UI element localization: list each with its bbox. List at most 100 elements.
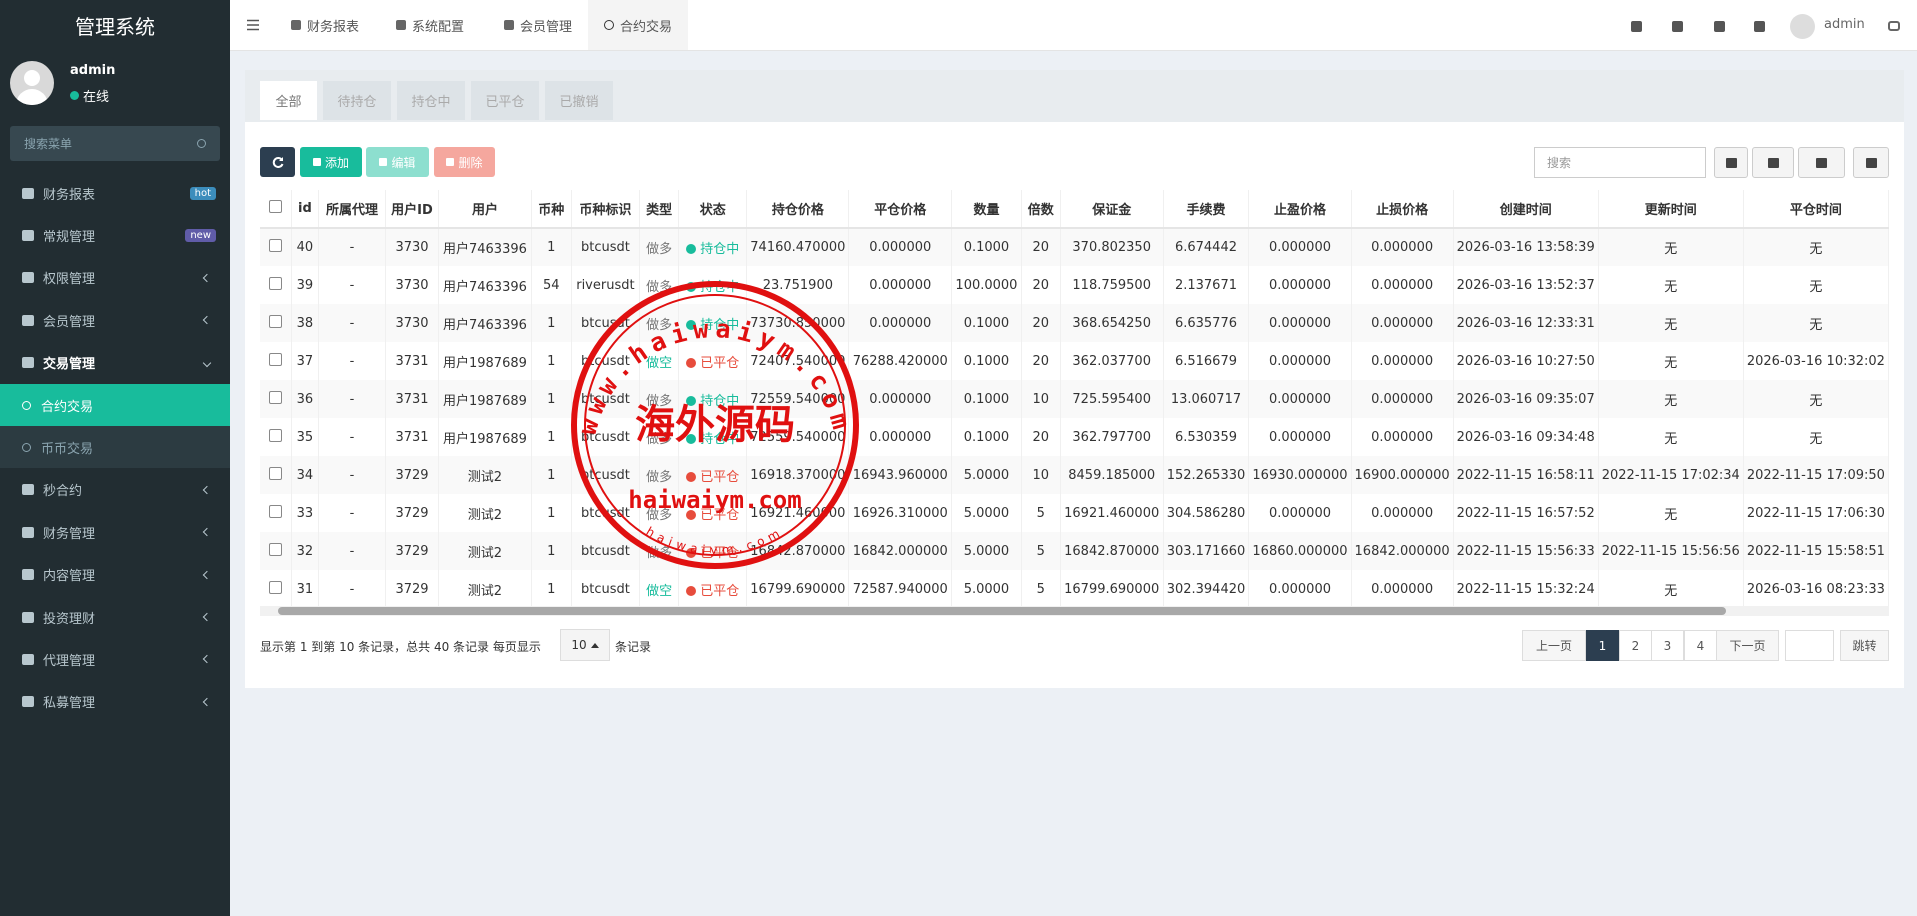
top-icon[interactable] <box>1631 21 1642 32</box>
row-checkbox[interactable] <box>268 428 282 442</box>
menu-item[interactable]: 交易管理 <box>0 342 230 384</box>
tab-label: 财务报表 <box>307 19 360 35</box>
header-cell[interactable]: 用户ID <box>385 190 439 229</box>
checkbox-all[interactable] <box>268 200 282 213</box>
tool-button[interactable] <box>1798 147 1845 178</box>
header-cell[interactable]: 更新时间 <box>1598 190 1744 229</box>
header-cell[interactable]: 止盈价格 <box>1248 190 1352 229</box>
page-number[interactable]: 1 <box>1586 630 1619 661</box>
top-icon[interactable] <box>1672 21 1683 32</box>
cell: 5.0000 <box>951 456 1022 494</box>
tool-button[interactable] <box>1752 147 1794 178</box>
menu-toggle[interactable] <box>247 19 259 31</box>
row-checkbox[interactable] <box>268 314 282 328</box>
menu-item[interactable]: 私募管理 <box>0 681 230 723</box>
page-prev[interactable]: 上一页 <box>1522 630 1586 661</box>
cell: 1 <box>531 494 572 532</box>
top-icon[interactable] <box>1754 21 1765 32</box>
header-cell[interactable]: 手续费 <box>1163 190 1250 229</box>
toolbar-button[interactable]: 添加 <box>300 147 362 177</box>
header-cell[interactable]: 类型 <box>639 190 680 229</box>
menu-item[interactable]: 常规管理 new <box>0 214 230 256</box>
status-dot <box>686 319 697 330</box>
page-number[interactable]: 2 <box>1619 630 1652 661</box>
top-tab[interactable]: 会员管理 <box>488 0 588 50</box>
row-checkbox[interactable] <box>268 580 282 594</box>
row-checkbox[interactable] <box>268 390 282 404</box>
header-cell[interactable]: 数量 <box>951 190 1022 229</box>
filter-tab[interactable]: 全部 <box>260 81 317 120</box>
header-cell[interactable]: 倍数 <box>1021 190 1061 229</box>
submenu-item[interactable]: 币币交易 <box>0 426 230 469</box>
tab-icon <box>604 20 614 30</box>
filter-tab[interactable]: 已平仓 <box>471 81 539 120</box>
menu-item[interactable]: 财务管理 <box>0 511 230 553</box>
submenu-item[interactable]: 合约交易 <box>0 384 230 426</box>
logo[interactable]: 管理系统 <box>75 15 155 39</box>
menu-item[interactable]: 秒合约 <box>0 469 230 511</box>
status-text: 在线 <box>83 90 110 105</box>
row-checkbox[interactable] <box>268 276 282 290</box>
menu-label: 权限管理 <box>43 272 96 288</box>
page-size[interactable]: 10 <box>560 629 610 661</box>
cell: 304.586280 <box>1163 494 1250 532</box>
menu-item[interactable]: 代理管理 <box>0 638 230 680</box>
header-cell[interactable]: 币种标识 <box>571 190 641 229</box>
h-scrollbar[interactable] <box>260 606 1889 616</box>
header-cell[interactable]: 状态 <box>678 190 748 229</box>
cell: 1 <box>531 304 572 342</box>
header-cell[interactable]: 持仓价格 <box>746 190 850 229</box>
page-jump[interactable]: 跳转 <box>1840 630 1889 661</box>
page-number[interactable]: 4 <box>1684 630 1717 661</box>
menu-item[interactable]: 投资理财 <box>0 596 230 638</box>
menu-search[interactable]: 搜索菜单 <box>10 126 220 161</box>
panel: 全部 待持仓 持仓中 已平仓 已撤销 添加 编辑 删除 搜索 id 所属代理 用户ID 用户 币种币… <box>245 70 1904 688</box>
status-dot <box>686 585 697 596</box>
header-cell[interactable]: 币种 <box>531 190 572 229</box>
top-tab[interactable]: 财务报表 <box>275 0 375 50</box>
top-avatar[interactable] <box>1790 14 1815 39</box>
header-cell <box>260 190 292 229</box>
menu-item[interactable]: 会员管理 <box>0 299 230 341</box>
row-checkbox[interactable] <box>268 239 282 252</box>
menu-item[interactable]: 权限管理 <box>0 257 230 299</box>
page-next[interactable]: 下一页 <box>1716 630 1779 661</box>
submenu-label: 合约交易 <box>41 399 94 415</box>
cell: 0.000000 <box>1351 228 1454 266</box>
tool-button[interactable] <box>1853 147 1889 178</box>
header-cell[interactable]: 所属代理 <box>318 190 387 229</box>
header-cell[interactable]: 创建时间 <box>1453 190 1599 229</box>
header-cell[interactable]: 保证金 <box>1060 190 1164 229</box>
cell: 0.000000 <box>1351 570 1454 608</box>
status-text: 持仓中 <box>700 431 740 447</box>
filter-tab[interactable]: 待持仓 <box>323 81 391 120</box>
cell: 0.000000 <box>1248 228 1352 266</box>
header-cell[interactable]: 平仓价格 <box>848 190 953 229</box>
table-row: 34-3729 测试2 1 btcusdt 做多 已平仓 16918.370000 16943… <box>260 456 1889 494</box>
filter-tab[interactable]: 持仓中 <box>397 81 465 120</box>
row-checkbox[interactable] <box>268 504 282 518</box>
filter-tab[interactable]: 已撤销 <box>545 81 613 120</box>
top-user[interactable]: admin <box>1824 17 1865 32</box>
header-cell[interactable]: 用户 <box>438 190 532 229</box>
row-checkbox[interactable] <box>268 352 282 366</box>
row-checkbox[interactable] <box>268 542 282 556</box>
settings-icon[interactable] <box>1888 21 1900 31</box>
table-search[interactable]: 搜索 <box>1534 147 1706 178</box>
menu-item[interactable]: 内容管理 <box>0 554 230 596</box>
cell: 0.000000 <box>848 266 953 304</box>
toolbar-button[interactable]: 编辑 <box>366 147 429 177</box>
menu-item[interactable]: 财务报表 hot <box>0 172 230 214</box>
top-tab[interactable]: 合约交易 <box>588 0 689 50</box>
header-cell[interactable]: 平仓时间 <box>1743 190 1889 229</box>
header-cell[interactable]: 止损价格 <box>1351 190 1454 229</box>
top-tab[interactable]: 系统配置 <box>380 0 480 50</box>
tool-button[interactable] <box>1714 147 1748 178</box>
page-number[interactable]: 3 <box>1651 630 1684 661</box>
page-input[interactable] <box>1785 630 1834 661</box>
refresh-button[interactable] <box>260 147 295 177</box>
top-icon[interactable] <box>1714 21 1725 32</box>
header-cell[interactable]: id <box>291 190 319 229</box>
toolbar-button[interactable]: 删除 <box>434 147 495 177</box>
row-checkbox[interactable] <box>268 466 282 480</box>
